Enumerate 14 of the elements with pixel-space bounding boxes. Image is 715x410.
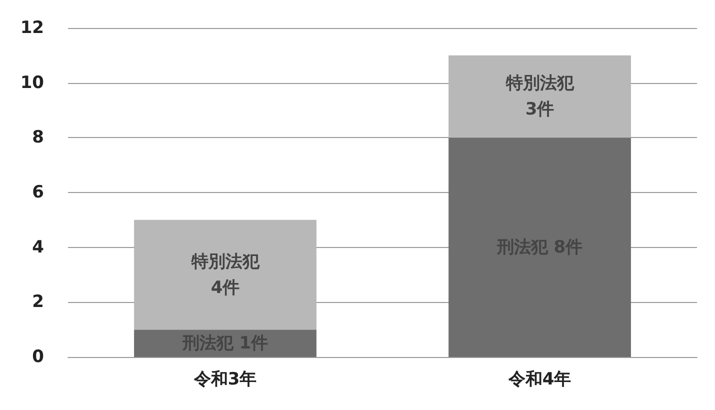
bar bbox=[134, 220, 316, 330]
data-label: 特別法犯 4件 bbox=[190, 252, 260, 298]
y-tick-label: 12 bbox=[20, 18, 44, 38]
data-label: 特別法犯 3件 bbox=[504, 74, 575, 120]
y-tick-label: 2 bbox=[32, 292, 44, 312]
y-tick-label: 8 bbox=[32, 128, 44, 148]
bar bbox=[448, 55, 631, 138]
y-tick-label: 10 bbox=[20, 72, 44, 93]
bar bbox=[448, 138, 631, 357]
y-tick-label: 6 bbox=[32, 182, 44, 202]
x-tick-label: 令和4年 bbox=[507, 370, 572, 390]
y-tick-label: 0 bbox=[32, 347, 44, 367]
y-tick-label: 4 bbox=[32, 237, 44, 258]
x-tick-label: 令和3年 bbox=[192, 370, 257, 390]
